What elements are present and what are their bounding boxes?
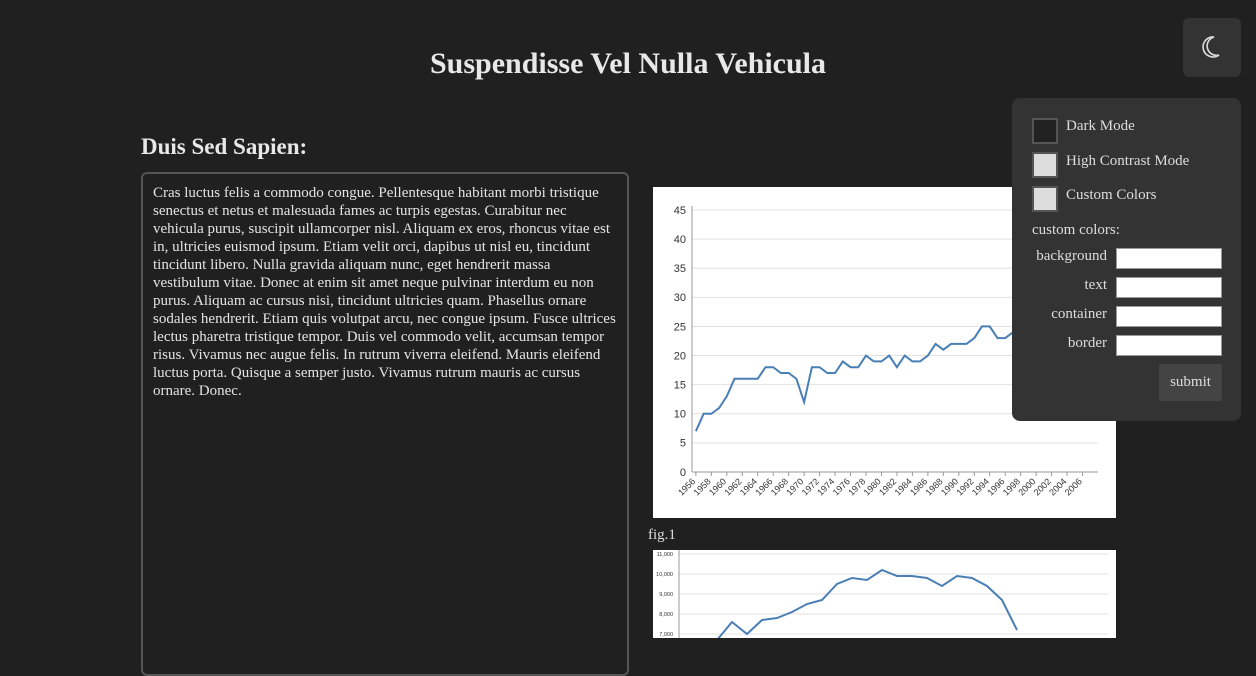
y-tick-label: 0 [680, 467, 686, 479]
checkbox[interactable] [1032, 186, 1058, 212]
moon-icon [1202, 36, 1220, 58]
submit-button[interactable]: submit [1159, 364, 1222, 401]
text-input[interactable] [1116, 306, 1222, 327]
option-label: High Contrast Mode [1066, 153, 1190, 169]
settings-panel: Dark Mode High Contrast Mode Custom Colo… [1012, 98, 1241, 421]
y-tick-label: 35 [674, 263, 686, 275]
text-input[interactable] [1116, 277, 1222, 298]
line-chart: 7,000 8,000 9,000 10,000 11,000 [653, 550, 1116, 638]
text-input[interactable] [1116, 248, 1222, 269]
field-label: border [1067, 335, 1107, 351]
y-tick-label: 10 [674, 409, 686, 421]
y-tick-label: 20 [674, 350, 686, 362]
text-input[interactable] [1116, 335, 1222, 356]
text-area[interactable]: Cras luctus felis a commodo congue. Pell… [141, 172, 629, 676]
custom-colors-label: custom colors: [1032, 222, 1120, 238]
option-label: Dark Mode [1066, 118, 1135, 134]
checkbox[interactable] [1032, 118, 1058, 144]
data-line [717, 568, 1018, 638]
field-label: background [1036, 248, 1107, 264]
figure-caption: fig.1 [648, 527, 676, 543]
page: Suspendisse Vel Nulla Vehicula Duis Sed … [141, 18, 1241, 676]
section-heading: Duis Sed Sapien: [141, 134, 308, 159]
y-tick-label: 45 [674, 205, 686, 217]
field-label: text [1084, 277, 1108, 293]
settings-button[interactable] [1183, 18, 1241, 77]
y-tick-label: 25 [674, 321, 686, 333]
field-label: container [1051, 306, 1107, 322]
y-tick-label: 7,000 [659, 632, 673, 638]
y-tick-label: 30 [674, 292, 686, 304]
y-tick-label: 9,000 [659, 592, 673, 598]
x-tick-label: 2006 [1063, 476, 1084, 497]
page-title: Suspendisse Vel Nulla Vehicula [430, 47, 826, 80]
y-tick-label: 11,000 [657, 552, 673, 558]
y-tick-label: 5 [680, 438, 686, 450]
y-tick-label: 8,000 [659, 612, 673, 618]
y-tick-label: 40 [674, 234, 686, 246]
y-tick-label: 15 [674, 380, 686, 392]
y-tick-label: 10,000 [656, 572, 673, 578]
data-line [694, 325, 1014, 432]
checkbox[interactable] [1032, 152, 1058, 178]
option-label: Custom Colors [1066, 187, 1157, 203]
